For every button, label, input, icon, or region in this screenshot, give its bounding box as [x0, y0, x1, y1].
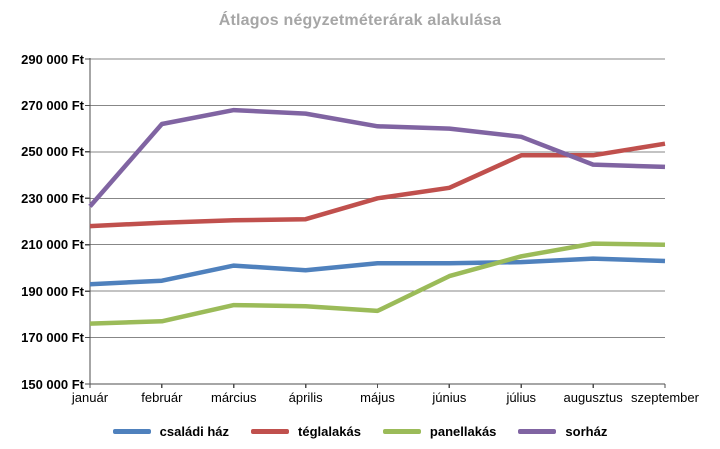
- x-axis-tick-label: január: [71, 390, 109, 405]
- x-axis-tick-label: április: [288, 390, 323, 405]
- y-axis-tick-label: 150 000 Ft: [21, 376, 84, 392]
- chart-title: Átlagos négyzetméterárak alakulása: [218, 12, 502, 29]
- y-axis-tick-label: 190 000 Ft: [21, 283, 84, 299]
- x-axis-tick-label: március: [210, 390, 257, 405]
- legend-label: panellakás: [429, 424, 497, 439]
- x-axis-tick-label: augusztus: [563, 390, 623, 405]
- x-axis-tick-label: szeptember: [631, 390, 699, 405]
- y-axis-tick-label: 290 000 Ft: [21, 51, 84, 67]
- series-line-családi-ház: [89, 256, 666, 287]
- y-axis-tick-label: 210 000 Ft: [21, 237, 84, 253]
- legend-line-marker: [112, 429, 151, 434]
- series-line-téglalakás: [89, 141, 666, 229]
- y-axis-tick-label: 230 000 Ft: [21, 190, 84, 206]
- y-axis-tick-label: 170 000 Ft: [21, 330, 84, 346]
- legend-label: sorház: [565, 424, 608, 439]
- x-axis-tick-label: július: [506, 390, 537, 405]
- legend-line-marker: [382, 429, 421, 434]
- legend: családi ház téglalakás panellakás sorház: [0, 424, 720, 439]
- x-axis-tick-label: február: [141, 390, 183, 405]
- legend-label: családi ház: [159, 424, 230, 439]
- legend-item-panellakás[interactable]: panellakás: [382, 424, 497, 439]
- x-axis-tick-label: május: [360, 390, 395, 405]
- y-axis-tick-label: 250 000 Ft: [21, 144, 84, 160]
- legend-item-téglalakás[interactable]: téglalakás: [251, 424, 361, 439]
- legend-line-marker: [251, 429, 290, 434]
- y-axis-tick-label: 270 000 Ft: [21, 97, 84, 113]
- series-line-sorház: [88, 107, 666, 208]
- legend-line-marker: [518, 429, 557, 434]
- legend-item-családi-ház[interactable]: családi ház: [112, 424, 230, 439]
- legend-item-sorház[interactable]: sorház: [518, 424, 607, 439]
- series-line-panellakás: [89, 241, 666, 326]
- legend-label: téglalakás: [298, 424, 361, 439]
- x-axis-tick-label: június: [432, 390, 467, 405]
